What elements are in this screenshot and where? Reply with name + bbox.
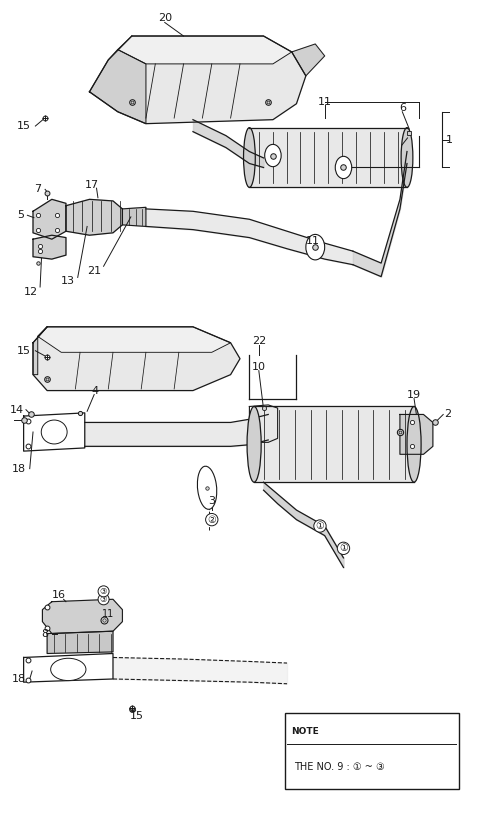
Text: 6: 6: [399, 102, 406, 113]
Text: THE NO. 9 : ① ~ ③: THE NO. 9 : ① ~ ③: [294, 763, 385, 772]
Polygon shape: [24, 654, 113, 682]
Polygon shape: [42, 599, 122, 633]
Polygon shape: [24, 413, 85, 451]
Polygon shape: [118, 36, 292, 64]
Polygon shape: [33, 199, 66, 239]
Text: 20: 20: [157, 14, 172, 24]
Text: ③: ③: [100, 587, 108, 596]
Text: ①: ①: [339, 543, 348, 554]
Polygon shape: [33, 327, 47, 375]
Ellipse shape: [41, 420, 67, 444]
Ellipse shape: [407, 406, 421, 482]
Text: 7: 7: [34, 184, 41, 194]
Text: ③: ③: [100, 595, 108, 604]
Polygon shape: [89, 36, 306, 124]
Text: 15: 15: [17, 346, 31, 356]
Text: 18: 18: [12, 674, 26, 684]
Text: 4: 4: [92, 385, 99, 396]
Text: 8: 8: [41, 628, 48, 638]
Text: 15: 15: [130, 711, 144, 720]
Text: 11: 11: [318, 97, 332, 107]
Text: 18: 18: [12, 463, 26, 474]
Text: 2: 2: [444, 410, 452, 420]
Text: 16: 16: [52, 590, 66, 600]
Text: 15: 15: [17, 121, 31, 131]
Ellipse shape: [306, 234, 324, 260]
Text: NOTE: NOTE: [291, 727, 319, 736]
Polygon shape: [33, 327, 240, 390]
Text: 13: 13: [61, 276, 75, 285]
Text: 21: 21: [87, 266, 101, 276]
Text: 12: 12: [24, 287, 38, 297]
Text: 11: 11: [306, 236, 320, 246]
Text: 22: 22: [252, 336, 266, 346]
Polygon shape: [66, 199, 122, 235]
Polygon shape: [250, 405, 277, 442]
Text: 17: 17: [85, 180, 99, 190]
Polygon shape: [292, 44, 324, 76]
Text: 5: 5: [17, 211, 24, 220]
Ellipse shape: [247, 406, 261, 482]
Text: 14: 14: [10, 405, 24, 415]
Ellipse shape: [401, 128, 413, 188]
Polygon shape: [400, 415, 433, 454]
Ellipse shape: [243, 128, 255, 188]
Text: ①: ①: [315, 521, 324, 531]
Ellipse shape: [197, 466, 217, 509]
Text: 3: 3: [208, 495, 215, 506]
Polygon shape: [89, 50, 146, 124]
Ellipse shape: [264, 145, 281, 167]
Ellipse shape: [335, 156, 352, 179]
Text: ②: ②: [207, 515, 216, 524]
Ellipse shape: [51, 659, 86, 680]
FancyBboxPatch shape: [285, 713, 459, 789]
Polygon shape: [250, 128, 407, 188]
Text: 11: 11: [102, 609, 114, 619]
Text: 19: 19: [407, 389, 421, 399]
Polygon shape: [33, 235, 66, 259]
Polygon shape: [38, 327, 230, 352]
Text: 10: 10: [252, 362, 266, 372]
Text: 1: 1: [446, 135, 453, 145]
Polygon shape: [122, 207, 146, 227]
Polygon shape: [47, 631, 113, 654]
